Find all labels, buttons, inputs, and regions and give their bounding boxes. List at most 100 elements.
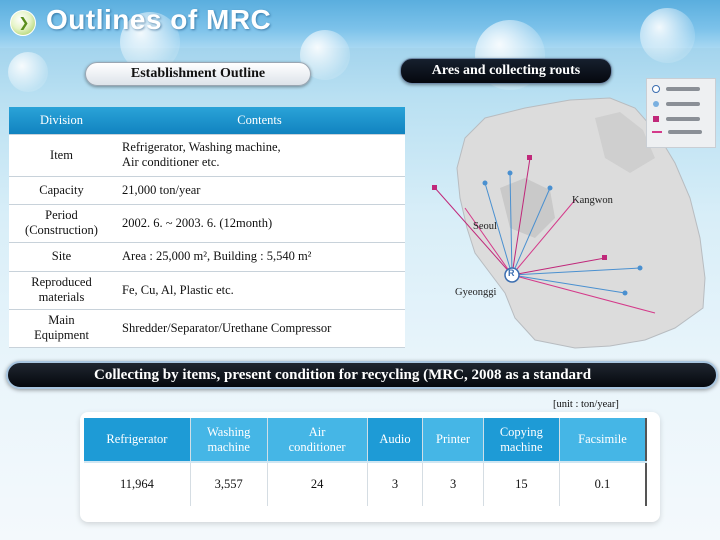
row-value-line: Air conditioner etc. xyxy=(122,155,220,169)
collection-point xyxy=(507,170,513,176)
map-region-seoul xyxy=(500,178,555,238)
route-line xyxy=(484,182,513,276)
collection-point xyxy=(547,185,553,191)
collecting-routes xyxy=(434,157,656,314)
collection-point xyxy=(432,185,437,190)
legend-text-placeholder xyxy=(666,102,700,106)
value-cell: 3 xyxy=(422,462,484,506)
page-title: Outlines of MRC xyxy=(46,4,272,35)
row-key-line: (Construction) xyxy=(25,223,98,237)
legend-row xyxy=(652,100,700,108)
table-row: Period (Construction) 2002. 6. ~ 2003. 6… xyxy=(9,204,405,243)
table-row: Capacity 21,000 ton/year xyxy=(9,176,405,205)
decorative-bubble xyxy=(640,8,695,63)
map-legend xyxy=(646,78,716,148)
table-header-row: Division Contents xyxy=(9,107,405,135)
row-key-line: Equipment xyxy=(34,328,89,342)
row-value: Area : 25,000 m², Building : 5,540 m² xyxy=(114,242,405,272)
region-map: R Kangwon Seoul Gyeonggi xyxy=(405,78,720,370)
value-cell: 3 xyxy=(367,462,424,506)
row-key: Item xyxy=(9,134,114,177)
row-key-line: Reproduced xyxy=(31,275,92,289)
establishment-outline-label: Establishment Outline xyxy=(130,66,266,81)
value-cell: 0.1 xyxy=(559,462,647,506)
col-header-washing-machine: Washing machine xyxy=(190,418,268,463)
map-label-gyeonggi: Gyeonggi xyxy=(455,287,497,298)
collection-point xyxy=(602,255,607,260)
col-header-audio: Audio xyxy=(367,418,424,463)
route-line xyxy=(511,274,656,314)
table-header-row: Refrigerator Washing machine Air condition… xyxy=(84,418,647,463)
r-circle-icon xyxy=(652,85,660,93)
row-key: Period (Construction) xyxy=(9,204,114,243)
col-header-line: Audio xyxy=(379,432,411,446)
contents-header: Contents xyxy=(114,107,405,135)
route-line xyxy=(511,157,531,276)
row-value: Fe, Cu, Al, Plastic etc. xyxy=(114,271,405,310)
square-icon xyxy=(653,116,659,122)
route-line xyxy=(511,199,576,276)
play-circle-icon: ❯ xyxy=(10,10,36,36)
row-value: Refrigerator, Washing machine, Air condi… xyxy=(114,134,405,177)
legend-text-placeholder xyxy=(668,130,702,134)
collecting-routes-tab[interactable]: Ares and collecting routs xyxy=(400,58,612,84)
col-header-line: Washing xyxy=(206,424,251,439)
col-header-copying-machine: Copying machine xyxy=(483,418,560,463)
row-value: 2002. 6. ~ 2003. 6. (12month) xyxy=(114,204,405,243)
row-key-line: materials xyxy=(38,290,85,304)
collection-points xyxy=(432,155,643,296)
row-key: Site xyxy=(9,242,114,272)
row-key: Capacity xyxy=(9,176,114,205)
legend-row xyxy=(652,115,700,123)
col-header-line: conditioner xyxy=(288,439,346,454)
map-region-east xyxy=(595,112,655,173)
mrc-marker-icon xyxy=(504,267,520,283)
collecting-table: Refrigerator Washing machine Air condition… xyxy=(84,418,647,506)
row-value-line: Refrigerator, Washing machine, xyxy=(122,140,281,154)
col-header-printer: Printer xyxy=(422,418,484,463)
col-header-air-conditioner: Air conditioner xyxy=(267,418,368,463)
map-svg xyxy=(432,97,706,349)
mrc-marker-label: R xyxy=(508,268,515,278)
col-header-line: Copying xyxy=(499,424,543,439)
collection-point xyxy=(637,265,643,271)
decorative-bubble xyxy=(8,52,48,92)
table-row: Main Equipment Shredder/Separator/Uretha… xyxy=(9,309,405,348)
collecting-routes-label: Ares and collecting routs xyxy=(431,63,581,78)
line-icon xyxy=(652,131,662,133)
col-header-refrigerator: Refrigerator xyxy=(84,418,191,463)
col-header-line: Air xyxy=(308,424,326,439)
map-label-seoul: Seoul xyxy=(473,221,497,232)
route-line xyxy=(511,187,551,276)
value-cell: 15 xyxy=(483,462,560,506)
col-header-line: machine xyxy=(500,439,543,454)
table-row: Reproduced materials Fe, Cu, Al, Plastic… xyxy=(9,271,405,310)
route-line xyxy=(511,257,606,276)
row-value: 21,000 ton/year xyxy=(114,176,405,205)
unit-label: [unit : ton/year] xyxy=(553,399,619,410)
row-key: Main Equipment xyxy=(9,309,114,348)
collecting-banner-text: Collecting by items, present condition f… xyxy=(94,366,592,383)
legend-text-placeholder xyxy=(666,117,700,121)
value-cell: 3,557 xyxy=(190,462,268,506)
legend-row xyxy=(652,85,700,93)
col-header-facsimile: Facsimile xyxy=(559,418,647,463)
legend-row xyxy=(652,130,702,134)
value-cell: 24 xyxy=(267,462,368,506)
collecting-banner: Collecting by items, present condition f… xyxy=(6,361,718,389)
route-line xyxy=(511,274,626,294)
route-line xyxy=(434,187,513,276)
establishment-outline-tab[interactable]: Establishment Outline xyxy=(85,62,311,86)
col-header-line: Refrigerator xyxy=(106,432,168,446)
row-key-line: Main xyxy=(48,313,75,327)
collection-point xyxy=(527,155,532,160)
route-line xyxy=(464,207,513,276)
collection-point xyxy=(482,180,488,186)
establishment-table: Division Contents Item Refrigerator, Was… xyxy=(9,107,405,348)
collection-point xyxy=(622,290,628,296)
route-line xyxy=(509,172,513,276)
col-header-line: Facsimile xyxy=(578,432,627,446)
dot-icon xyxy=(653,101,659,107)
row-value: Shredder/Separator/Urethane Compressor xyxy=(114,309,405,348)
value-cell: 11,964 xyxy=(84,462,191,506)
